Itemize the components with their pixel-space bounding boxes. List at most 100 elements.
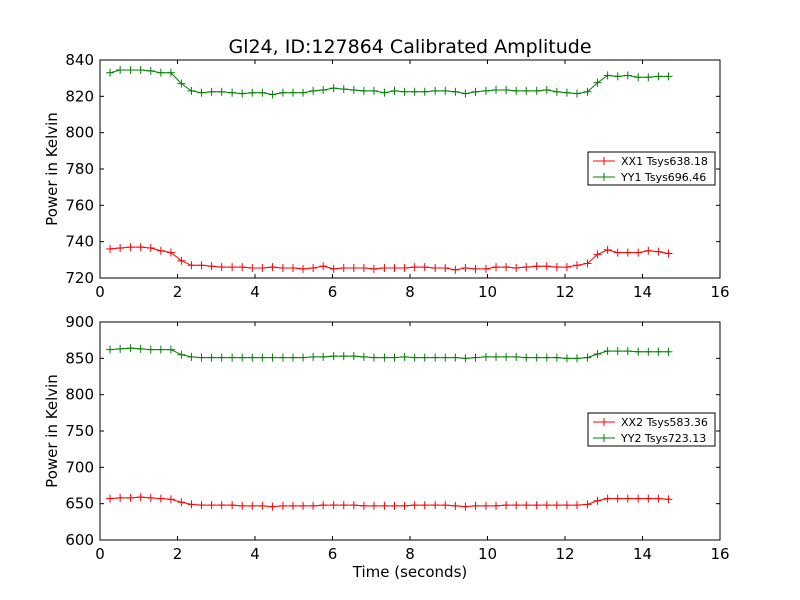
data-point-marker bbox=[451, 353, 460, 362]
data-point-marker bbox=[207, 353, 216, 362]
data-point-marker bbox=[593, 349, 602, 358]
data-point-marker bbox=[207, 501, 216, 510]
data-point-marker bbox=[116, 65, 125, 74]
x-tick-label: 12 bbox=[555, 545, 574, 563]
data-point-marker bbox=[288, 88, 297, 97]
data-point-marker bbox=[522, 263, 531, 272]
data-point-marker bbox=[187, 352, 196, 361]
data-point-marker bbox=[339, 501, 348, 510]
y-tick-label: 850 bbox=[65, 349, 94, 367]
data-point-marker bbox=[248, 264, 257, 273]
data-point-marker bbox=[177, 498, 186, 507]
data-point-marker bbox=[532, 353, 541, 362]
data-point-marker bbox=[644, 246, 653, 255]
y-tick-label: 750 bbox=[65, 422, 94, 440]
data-point-marker bbox=[228, 88, 237, 97]
data-point-marker bbox=[573, 354, 582, 363]
legend-entry: XX2 Tsys583.36 bbox=[593, 416, 708, 429]
data-point-marker bbox=[126, 65, 135, 74]
data-point-marker bbox=[431, 264, 440, 273]
data-point-marker bbox=[644, 494, 653, 503]
data-point-marker bbox=[278, 88, 287, 97]
x-tick-label: 10 bbox=[478, 545, 497, 563]
data-point-marker bbox=[248, 353, 257, 362]
data-point-marker bbox=[329, 264, 338, 273]
data-point-marker bbox=[492, 263, 501, 272]
data-point-marker bbox=[471, 353, 480, 362]
data-point-marker bbox=[116, 344, 125, 353]
data-point-marker bbox=[512, 501, 521, 510]
data-point-marker bbox=[146, 493, 155, 502]
data-point-marker bbox=[390, 353, 399, 362]
data-point-marker bbox=[146, 345, 155, 354]
data-point-marker bbox=[532, 501, 541, 510]
data-point-marker bbox=[512, 86, 521, 95]
x-tick-label: 6 bbox=[328, 283, 338, 301]
data-point-marker bbox=[613, 347, 622, 356]
y-tick-label: 900 bbox=[65, 313, 94, 331]
data-point-marker bbox=[299, 353, 308, 362]
data-point-marker bbox=[410, 87, 419, 96]
data-point-marker bbox=[603, 71, 612, 80]
data-point-marker bbox=[106, 345, 115, 354]
data-point-marker bbox=[156, 494, 165, 503]
data-point-marker bbox=[542, 501, 551, 510]
series-2 bbox=[106, 65, 673, 99]
data-point-marker bbox=[126, 493, 135, 502]
data-point-marker bbox=[369, 501, 378, 510]
data-point-marker bbox=[634, 73, 643, 82]
y-axis-label: Power in Kelvin bbox=[43, 374, 61, 488]
data-point-marker bbox=[288, 353, 297, 362]
data-point-marker bbox=[441, 264, 450, 273]
data-point-marker bbox=[451, 265, 460, 274]
data-point-marker bbox=[400, 501, 409, 510]
data-point-marker bbox=[492, 85, 501, 94]
data-point-marker bbox=[166, 495, 175, 504]
data-point-marker bbox=[471, 87, 480, 96]
chart-panel-2: 0 2 4 6 8 10 12 14 16 600 650 700 750 800 850 900 Power … bbox=[43, 313, 730, 581]
x-tick-label: 4 bbox=[250, 283, 260, 301]
data-point-marker bbox=[583, 500, 592, 509]
data-point-marker bbox=[369, 86, 378, 95]
data-point-marker bbox=[288, 264, 297, 273]
data-point-marker bbox=[288, 501, 297, 510]
data-point-marker bbox=[502, 352, 511, 361]
data-point-marker bbox=[136, 243, 145, 252]
data-point-marker bbox=[106, 494, 115, 503]
data-point-marker bbox=[654, 247, 663, 256]
data-point-marker bbox=[248, 501, 257, 510]
data-point-marker bbox=[664, 249, 673, 258]
legend: XX1 Tsys638.18 YY1 Tsys696.46 bbox=[587, 151, 716, 186]
data-point-marker bbox=[228, 353, 237, 362]
data-point-marker bbox=[644, 73, 653, 82]
data-point-marker bbox=[380, 264, 389, 273]
data-point-marker bbox=[197, 261, 206, 270]
data-point-marker bbox=[116, 244, 125, 253]
data-point-marker bbox=[562, 501, 571, 510]
data-point-marker bbox=[156, 345, 165, 354]
data-point-marker bbox=[268, 90, 277, 99]
y-tick-label: 800 bbox=[65, 124, 94, 142]
data-point-marker bbox=[207, 87, 216, 96]
y-tick-label: 720 bbox=[65, 269, 94, 287]
y-tick-label: 820 bbox=[65, 87, 94, 105]
y-tick-label: 740 bbox=[65, 233, 94, 251]
data-point-marker bbox=[217, 501, 226, 510]
data-point-marker bbox=[319, 352, 328, 361]
y-tick-label: 650 bbox=[65, 495, 94, 513]
legend-label: XX2 Tsys583.36 bbox=[621, 416, 708, 429]
x-tick-label: 6 bbox=[328, 545, 338, 563]
data-point-marker bbox=[359, 501, 368, 510]
series-1 bbox=[106, 243, 673, 274]
y-tick-label: 800 bbox=[65, 386, 94, 404]
data-point-marker bbox=[217, 263, 226, 272]
data-point-marker bbox=[268, 263, 277, 272]
data-point-marker bbox=[593, 78, 602, 87]
data-point-marker bbox=[116, 493, 125, 502]
x-tick-label: 8 bbox=[405, 283, 415, 301]
data-point-marker bbox=[238, 353, 247, 362]
x-tick-label: 16 bbox=[710, 283, 729, 301]
x-tick-label: 2 bbox=[173, 283, 183, 301]
data-point-marker bbox=[369, 353, 378, 362]
